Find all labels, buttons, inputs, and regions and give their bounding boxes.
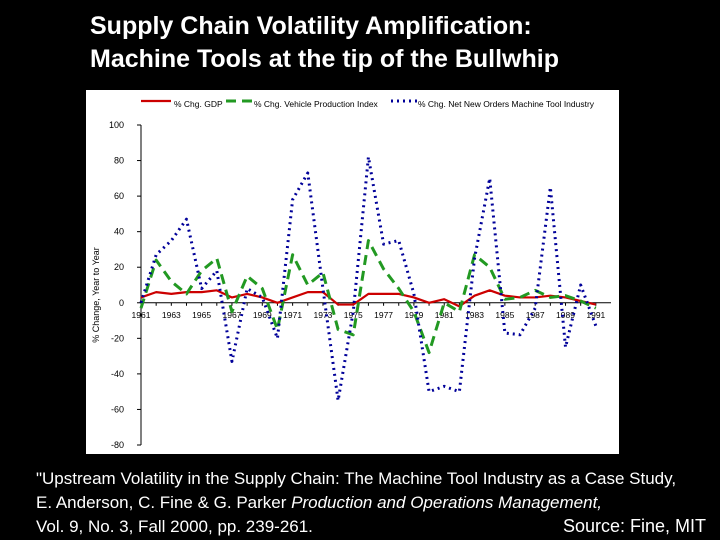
- y-tick-label: 20: [114, 262, 124, 272]
- x-tick-label: 1983: [465, 310, 484, 320]
- series-line-3: [139, 155, 598, 403]
- x-tick-label: 1963: [162, 310, 181, 320]
- y-tick-label: 80: [114, 156, 124, 166]
- citation-line-1: "Upstream Volatility in the Supply Chain…: [36, 469, 677, 488]
- legend-label-1: % Chg. GDP: [174, 99, 223, 109]
- y-tick-label: 40: [114, 227, 124, 237]
- x-tick-label: 1965: [192, 310, 211, 320]
- x-tick-label: 1961: [132, 310, 151, 320]
- y-tick-label: -40: [111, 369, 124, 379]
- x-tick-label: 1967: [223, 310, 242, 320]
- x-tick-label: 1969: [253, 310, 272, 320]
- slide-title-line-1: Supply Chain Volatility Amplification:: [90, 12, 532, 40]
- x-tick-label: 1989: [556, 310, 575, 320]
- citation-authors: E. Anderson, C. Fine & G. Parker: [36, 493, 292, 512]
- x-tick-label: 1981: [435, 310, 454, 320]
- slide-title-line-2: Machine Tools at the tip of the Bullwhip: [90, 45, 559, 73]
- x-tick-label: 1987: [526, 310, 545, 320]
- x-tick-label: 1977: [374, 310, 393, 320]
- x-tick-label: 1985: [495, 310, 514, 320]
- citation-journal: Production and Operations Management,: [291, 493, 603, 512]
- legend-label-3: % Chg. Net New Orders Machine Tool Indus…: [418, 99, 595, 109]
- citation-line-3: Vol. 9, No. 3, Fall 2000, pp. 239-261.: [36, 517, 313, 536]
- series-line-2: [139, 239, 597, 355]
- x-tick-label: 1991: [586, 310, 605, 320]
- y-tick-label: 0: [119, 298, 124, 308]
- y-tick-label: -20: [111, 333, 124, 343]
- series-line-1: [140, 289, 597, 308]
- y-tick-label: -80: [111, 440, 124, 450]
- y-tick-label: -60: [111, 404, 124, 414]
- y-axis-label: % Change, Year to Year: [91, 247, 101, 343]
- x-tick-label: 1973: [313, 310, 332, 320]
- line-chart: -80 -60 -40 -20 0 20 40 60 80 100 1961 1963 1965 1967…: [91, 99, 611, 450]
- slide-title: Supply Chain Volatility Amplification: M…: [90, 10, 559, 76]
- chart-panel: -80 -60 -40 -20 0 20 40 60 80 100 1961 1963 1965 1967…: [86, 90, 619, 454]
- y-tick-label: 60: [114, 191, 124, 201]
- y-tick-label: 100: [109, 120, 124, 130]
- legend-label-2: % Chg. Vehicle Production Index: [254, 99, 379, 109]
- source-note: Source: Fine, MIT: [562, 516, 706, 536]
- citation-line-2: E. Anderson, C. Fine & G. Parker Product…: [36, 491, 720, 515]
- citation: "Upstream Volatility in the Supply Chain…: [36, 467, 720, 539]
- x-tick-label: 1971: [283, 310, 302, 320]
